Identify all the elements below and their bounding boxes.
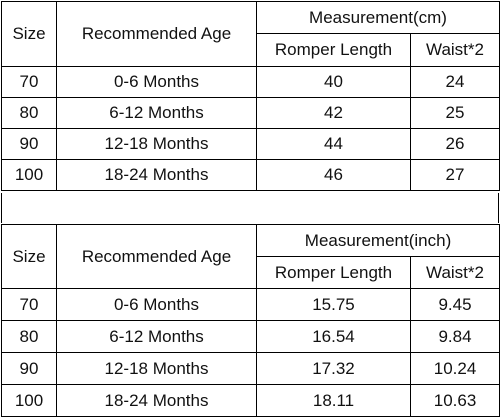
waist-cell: 10.63 bbox=[409, 384, 500, 417]
measurement-header: Measurement(cm) bbox=[255, 1, 500, 34]
age-cell: 12-18 Months bbox=[56, 128, 257, 160]
age-cell: 0-6 Months bbox=[56, 288, 257, 321]
size-chart-cm-table: Size Recommended Age Measurement(cm) Rom… bbox=[1, 1, 500, 191]
romper-length-cell: 18.11 bbox=[256, 384, 411, 417]
waist-header: Waist*2 bbox=[409, 256, 500, 289]
table-row: 70 0-6 Months 40 24 bbox=[1, 66, 500, 98]
header-row: Size Recommended Age Measurement(inch) bbox=[1, 224, 500, 289]
table-row: 90 12-18 Months 17.32 10.24 bbox=[1, 352, 500, 385]
age-cell: 18-24 Months bbox=[56, 384, 257, 417]
waist-header: Waist*2 bbox=[409, 33, 500, 67]
size-cell: 80 bbox=[1, 320, 57, 353]
table-row: 100 18-24 Months 46 27 bbox=[1, 159, 500, 191]
waist-cell: 9.45 bbox=[409, 288, 500, 321]
age-cell: 6-12 Months bbox=[56, 97, 257, 129]
waist-cell: 26 bbox=[409, 128, 500, 160]
subheader-row: Romper Length Waist*2 bbox=[2, 256, 500, 289]
size-header: Size bbox=[1, 1, 57, 67]
romper-length-cell: 15.75 bbox=[256, 288, 411, 321]
age-header: Recommended Age bbox=[56, 224, 257, 289]
waist-cell: 25 bbox=[409, 97, 500, 129]
age-cell: 6-12 Months bbox=[56, 320, 257, 353]
waist-cell: 27 bbox=[409, 159, 500, 191]
waist-cell: 9.84 bbox=[409, 320, 500, 353]
size-cell: 90 bbox=[1, 128, 57, 160]
size-cell: 100 bbox=[1, 159, 57, 191]
romper-length-cell: 44 bbox=[256, 128, 411, 160]
size-cell: 70 bbox=[1, 66, 57, 98]
romper-length-cell: 42 bbox=[256, 97, 411, 129]
size-cell: 90 bbox=[1, 352, 57, 385]
table-row: 80 6-12 Months 16.54 9.84 bbox=[1, 320, 500, 353]
size-cell: 80 bbox=[1, 97, 57, 129]
table-row: 100 18-24 Months 18.11 10.63 bbox=[1, 384, 500, 417]
waist-cell: 10.24 bbox=[409, 352, 500, 385]
romper-length-header: Romper Length bbox=[256, 33, 411, 67]
age-cell: 12-18 Months bbox=[56, 352, 257, 385]
table-separator bbox=[1, 193, 499, 223]
age-header: Recommended Age bbox=[56, 1, 257, 67]
romper-length-cell: 46 bbox=[256, 159, 411, 191]
romper-length-cell: 17.32 bbox=[256, 352, 411, 385]
table-row: 80 6-12 Months 42 25 bbox=[1, 97, 500, 129]
size-cell: 70 bbox=[1, 288, 57, 321]
header-row: Size Recommended Age Measurement(cm) bbox=[1, 1, 500, 67]
size-chart-inch-table: Size Recommended Age Measurement(inch) R… bbox=[1, 224, 500, 417]
size-cell: 100 bbox=[1, 384, 57, 417]
romper-length-header: Romper Length bbox=[256, 256, 411, 289]
age-cell: 0-6 Months bbox=[56, 66, 257, 98]
size-header: Size bbox=[1, 224, 57, 289]
age-cell: 18-24 Months bbox=[56, 159, 257, 191]
waist-cell: 24 bbox=[409, 66, 500, 98]
measurement-header: Measurement(inch) bbox=[255, 224, 500, 257]
romper-length-cell: 16.54 bbox=[256, 320, 411, 353]
romper-length-cell: 40 bbox=[256, 66, 411, 98]
table-row: 90 12-18 Months 44 26 bbox=[1, 128, 500, 160]
subheader-row: Romper Length Waist*2 bbox=[2, 33, 500, 67]
table-row: 70 0-6 Months 15.75 9.45 bbox=[1, 288, 500, 321]
